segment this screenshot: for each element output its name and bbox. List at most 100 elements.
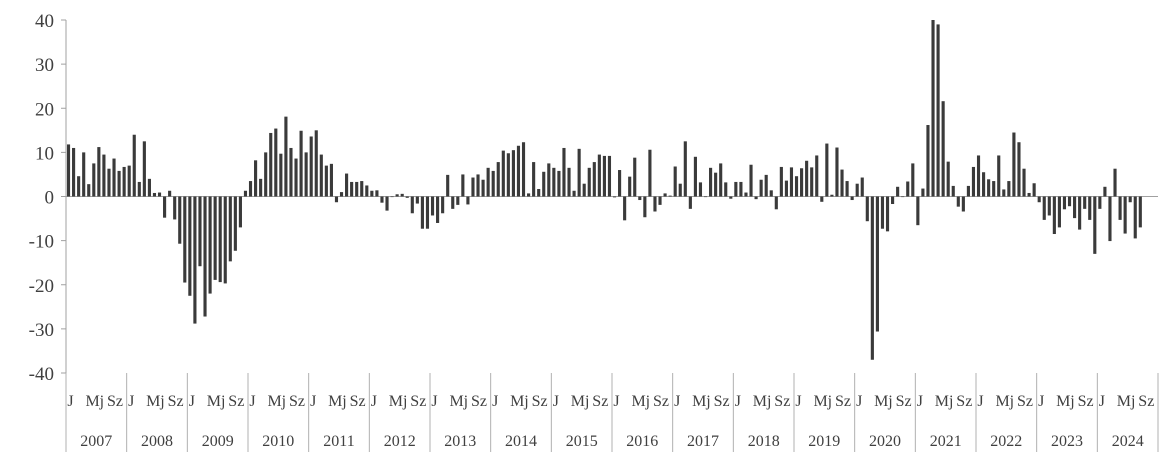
data-bar bbox=[1057, 196, 1061, 228]
y-tick-label: 40 bbox=[35, 11, 54, 32]
data-bar bbox=[334, 196, 339, 203]
data-bar bbox=[112, 158, 116, 197]
month-label: J bbox=[795, 393, 801, 410]
month-label: Sz bbox=[168, 393, 184, 410]
data-bar bbox=[810, 167, 814, 197]
data-bar bbox=[643, 196, 647, 218]
data-bar bbox=[370, 190, 374, 197]
data-bar bbox=[1133, 196, 1137, 239]
month-label: Mj bbox=[207, 393, 226, 410]
data-bar bbox=[127, 165, 131, 197]
data-bar bbox=[875, 196, 879, 332]
data-bar bbox=[213, 196, 217, 280]
month-label: Sz bbox=[653, 393, 669, 410]
data-bar bbox=[355, 181, 359, 197]
data-bar bbox=[860, 177, 864, 197]
data-bar bbox=[254, 160, 258, 197]
year-label: 2020 bbox=[869, 433, 901, 450]
data-bar bbox=[880, 196, 885, 229]
month-label: Mj bbox=[631, 393, 650, 410]
data-bar bbox=[698, 182, 703, 197]
month-label: J bbox=[735, 393, 741, 410]
month-label: Mj bbox=[85, 393, 104, 410]
year-label: 2009 bbox=[202, 433, 234, 450]
data-bar bbox=[724, 182, 728, 197]
data-bar bbox=[208, 196, 212, 294]
data-bar bbox=[885, 196, 890, 232]
month-label: Mj bbox=[813, 393, 832, 410]
month-label: Mj bbox=[267, 393, 286, 410]
data-bar bbox=[1123, 196, 1127, 234]
data-bar bbox=[789, 167, 794, 197]
data-bar bbox=[683, 141, 687, 197]
year-label: 2016 bbox=[626, 433, 658, 450]
axes-layer bbox=[61, 19, 1159, 452]
data-bar bbox=[481, 179, 485, 197]
data-bar bbox=[784, 180, 788, 197]
data-bar bbox=[218, 196, 222, 283]
data-bar bbox=[1022, 168, 1026, 197]
data-bar bbox=[446, 174, 450, 197]
year-label: 2017 bbox=[687, 433, 719, 450]
month-label: Mj bbox=[874, 393, 893, 410]
data-bar bbox=[633, 157, 637, 197]
year-label: 2024 bbox=[1112, 433, 1144, 450]
month-label: Sz bbox=[592, 393, 608, 410]
data-bar bbox=[72, 147, 76, 197]
data-bar bbox=[987, 179, 991, 197]
data-bar bbox=[936, 24, 940, 197]
data-bar bbox=[840, 169, 844, 197]
data-bar bbox=[850, 196, 854, 201]
month-label: Mj bbox=[510, 393, 529, 410]
data-bar bbox=[360, 181, 364, 197]
data-bar bbox=[562, 147, 566, 197]
bars-layer bbox=[66, 20, 1142, 360]
data-bar bbox=[557, 170, 561, 197]
data-bar bbox=[178, 196, 182, 244]
data-bar bbox=[1027, 192, 1031, 197]
month-label: J bbox=[371, 393, 377, 410]
month-label: Sz bbox=[714, 393, 730, 410]
data-bar bbox=[663, 193, 667, 197]
data-bar bbox=[314, 130, 318, 197]
month-label: J bbox=[431, 393, 437, 410]
month-label: J bbox=[1099, 393, 1105, 410]
data-bar bbox=[66, 144, 71, 197]
data-bar bbox=[951, 185, 955, 197]
data-bar bbox=[238, 196, 242, 228]
data-bar bbox=[734, 181, 738, 197]
data-bar bbox=[410, 196, 414, 214]
data-bar bbox=[92, 163, 96, 197]
data-bar bbox=[825, 143, 829, 197]
data-bar bbox=[329, 163, 333, 197]
data-bar bbox=[552, 167, 556, 197]
data-bar bbox=[380, 196, 384, 203]
data-bar bbox=[1042, 196, 1046, 220]
month-label: Mj bbox=[389, 393, 408, 410]
data-bar bbox=[582, 183, 586, 197]
data-bar bbox=[896, 186, 900, 197]
data-bar bbox=[319, 154, 323, 197]
month-label: Sz bbox=[956, 393, 972, 410]
data-bar bbox=[537, 189, 541, 197]
data-bar bbox=[456, 196, 460, 205]
data-bar bbox=[248, 181, 253, 197]
data-bar bbox=[132, 134, 136, 197]
year-label: 2011 bbox=[323, 433, 354, 450]
data-bar bbox=[845, 181, 849, 197]
data-bar bbox=[309, 136, 313, 197]
data-bar bbox=[1037, 196, 1041, 203]
month-label: Sz bbox=[532, 393, 548, 410]
data-bar bbox=[592, 162, 596, 197]
month-label: Mj bbox=[146, 393, 165, 410]
data-bar bbox=[830, 194, 834, 197]
data-bar bbox=[274, 128, 278, 197]
data-bar bbox=[1103, 186, 1107, 197]
data-bar bbox=[168, 190, 172, 197]
y-tick-label: -40 bbox=[29, 364, 54, 385]
data-bar bbox=[223, 196, 227, 284]
data-bar bbox=[451, 196, 455, 209]
data-bar bbox=[294, 158, 298, 197]
data-bar bbox=[400, 193, 404, 197]
